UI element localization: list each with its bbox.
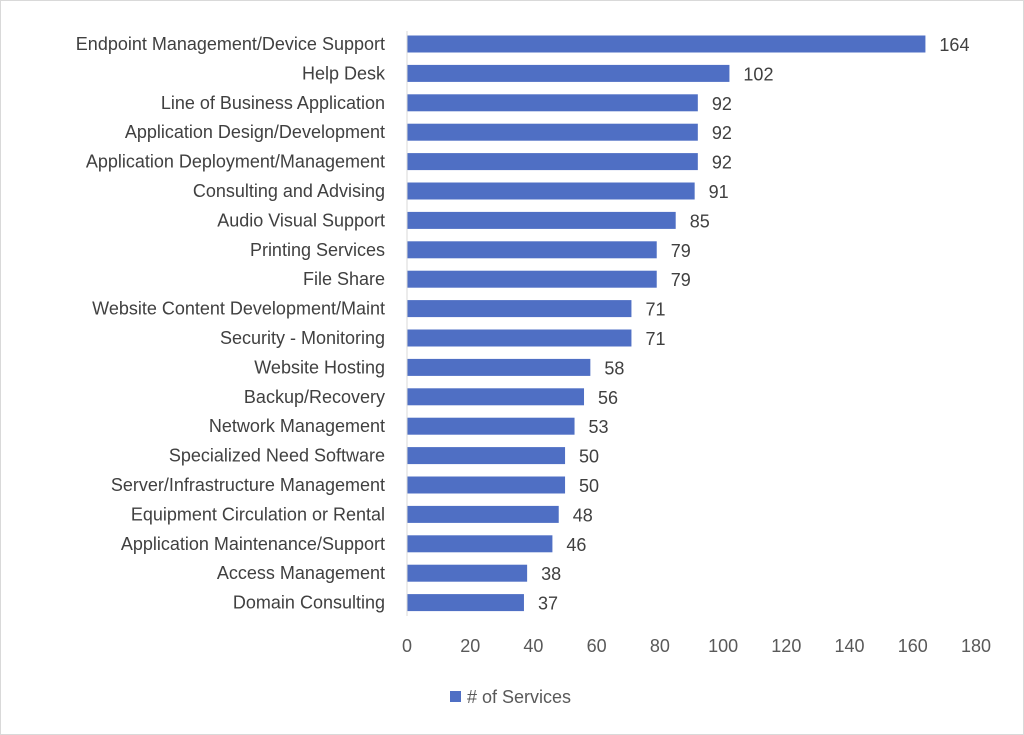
legend-swatch (450, 691, 461, 702)
bar (407, 594, 524, 612)
category-label: File Share (303, 269, 385, 289)
x-axis-tick-labels: 0 20 40 60 80 100 120 140 160 180 (402, 636, 991, 656)
bar (407, 94, 698, 112)
data-label: 79 (671, 270, 691, 290)
category-label: Endpoint Management/Device Support (76, 34, 385, 54)
bar (407, 476, 566, 494)
category-label: Specialized Need Software (169, 446, 385, 466)
x-tick-label: 20 (460, 636, 480, 656)
bars-layer (407, 35, 926, 612)
bar (407, 505, 559, 523)
data-label: 92 (712, 153, 732, 173)
bar (407, 417, 575, 435)
bar (407, 182, 695, 200)
category-label: Server/Infrastructure Management (111, 475, 385, 495)
x-tick-label: 100 (708, 636, 738, 656)
category-label: Domain Consulting (233, 593, 385, 613)
bar (407, 358, 591, 376)
category-labels: Endpoint Management/Device Support Help D… (76, 34, 386, 613)
data-label: 71 (645, 300, 665, 320)
bar (407, 241, 657, 259)
category-label: Website Content Development/Maint (92, 299, 385, 319)
bar (407, 123, 698, 141)
bar (407, 35, 926, 53)
data-label: 50 (579, 476, 599, 496)
bar (407, 388, 585, 406)
category-label: Equipment Circulation or Rental (131, 504, 385, 524)
legend: # of Services (450, 687, 571, 707)
x-tick-label: 60 (587, 636, 607, 656)
bar (407, 153, 698, 171)
data-label: 91 (709, 182, 729, 202)
x-tick-label: 180 (961, 636, 991, 656)
bar (407, 447, 566, 465)
category-label: Consulting and Advising (193, 181, 385, 201)
bar (407, 300, 632, 318)
data-label: 56 (598, 388, 618, 408)
data-label: 79 (671, 241, 691, 261)
data-label: 37 (538, 594, 558, 614)
x-tick-label: 80 (650, 636, 670, 656)
data-labels: 164 102 92 92 92 91 85 79 79 71 71 58 56 53 50 50 48 4638… (538, 35, 970, 614)
data-label: 71 (645, 329, 665, 349)
bar (407, 64, 730, 82)
x-tick-label: 160 (898, 636, 928, 656)
category-label: Backup/Recovery (244, 387, 385, 407)
category-label: Audio Visual Support (217, 210, 385, 230)
bar (407, 270, 657, 288)
data-label: 46 (566, 535, 586, 555)
bar (407, 329, 632, 347)
data-label: 92 (712, 123, 732, 143)
x-tick-label: 40 (523, 636, 543, 656)
bar (407, 535, 553, 553)
category-label: Access Management (217, 563, 385, 583)
data-label: 38 (541, 564, 561, 584)
data-label: 164 (939, 35, 969, 55)
category-label: Application Deployment/Management (86, 152, 385, 172)
category-label: Help Desk (302, 63, 386, 83)
data-label: 48 (573, 505, 593, 525)
category-label: Website Hosting (254, 357, 385, 377)
category-label: Line of Business Application (161, 93, 385, 113)
x-tick-label: 120 (771, 636, 801, 656)
data-label: 92 (712, 94, 732, 114)
data-label: 58 (604, 358, 624, 378)
data-label: 102 (743, 64, 773, 84)
category-label: Printing Services (250, 240, 385, 260)
category-label: Security - Monitoring (220, 328, 385, 348)
bar (407, 211, 676, 229)
x-tick-label: 140 (835, 636, 865, 656)
data-label: 53 (589, 417, 609, 437)
category-label: Application Design/Development (125, 122, 385, 142)
data-label: 50 (579, 447, 599, 467)
category-label: Application Maintenance/Support (121, 534, 385, 554)
bar (407, 564, 528, 582)
x-tick-label: 0 (402, 636, 412, 656)
legend-label: # of Services (467, 687, 571, 707)
category-label: Network Management (209, 416, 385, 436)
data-label: 85 (690, 211, 710, 231)
